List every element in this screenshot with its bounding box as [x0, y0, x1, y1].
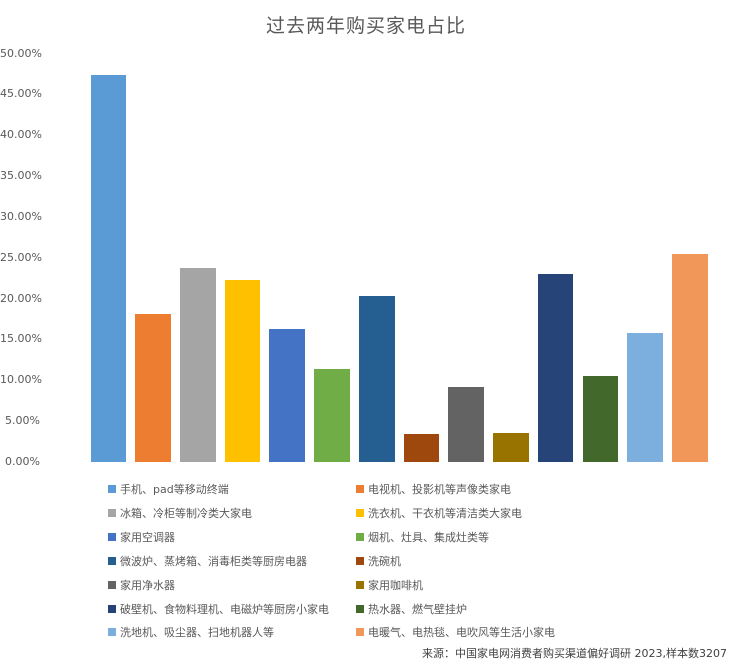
- legend-item: 洗衣机、干衣机等清洁类大家电: [356, 501, 522, 525]
- legend-item: 冰箱、冷柜等制冷类大家电: [108, 501, 252, 525]
- legend-label: 家用净水器: [120, 578, 175, 592]
- legend-swatch-icon: [108, 604, 116, 613]
- source-note: 来源：中国家电网消费者购买渠道偏好调研 2023,样本数3207: [422, 647, 727, 660]
- legend-label: 洗衣机、干衣机等清洁类大家电: [368, 506, 522, 520]
- bar-9: [448, 386, 484, 462]
- bar-1: [90, 74, 127, 462]
- legend-item: 家用咖啡机: [356, 573, 423, 597]
- legend-item: 破壁机、食物料理机、电磁炉等厨房小家电: [108, 597, 329, 621]
- legend-item: 家用空调器: [108, 525, 175, 549]
- legend-item: 烟机、灶具、集成灶类等: [356, 525, 489, 549]
- chart-title: 过去两年购买家电占比: [265, 15, 466, 37]
- legend-swatch-icon: [108, 532, 116, 541]
- legend-item: 家用净水器: [108, 573, 175, 597]
- legend-swatch-icon: [356, 556, 364, 565]
- legend-label: 手机、pad等移动终端: [120, 483, 229, 496]
- bar-5: [269, 328, 306, 462]
- legend-item: 洗地机、吸尘器、扫地机器人等: [108, 620, 274, 644]
- bar-8: [403, 434, 440, 462]
- legend-label: 热水器、燃气壁挂炉: [368, 602, 467, 616]
- legend-item: 微波炉、蒸烤箱、消毒柜类等厨房电器: [108, 549, 307, 573]
- legend-label: 电视机、投影机等声像类家电: [368, 483, 511, 496]
- legend-label: 电暖气、电热毯、电吹风等生活小家电: [368, 626, 555, 640]
- legend-swatch-icon: [108, 580, 116, 589]
- y-axis-tick-label: 50.00%: [0, 46, 42, 60]
- legend-label: 家用空调器: [120, 530, 175, 544]
- y-axis-tick-label: 5.00%: [5, 414, 40, 428]
- legend-item: 热水器、燃气壁挂炉: [356, 597, 467, 621]
- y-axis-tick-label: 20.00%: [0, 291, 42, 305]
- legend-swatch-icon: [356, 485, 364, 493]
- legend-swatch-icon: [356, 580, 364, 589]
- y-axis-tick-label: 45.00%: [0, 87, 42, 101]
- y-axis-tick-label: 40.00%: [0, 128, 42, 142]
- legend-label: 洗碗机: [368, 554, 401, 568]
- legend-label: 冰箱、冷柜等制冷类大家电: [120, 506, 252, 520]
- y-axis-tick-label: 25.00%: [0, 250, 42, 264]
- y-axis-tick-label: 0.00%: [5, 455, 40, 468]
- bar-10: [493, 433, 529, 462]
- legend-swatch-icon: [108, 556, 116, 565]
- bar-12: [582, 376, 619, 462]
- legend-swatch-icon: [108, 508, 116, 517]
- y-axis-tick-label: 35.00%: [0, 169, 42, 183]
- bar-11: [537, 274, 574, 462]
- legend-swatch-icon: [356, 628, 364, 637]
- bar-14: [671, 253, 708, 462]
- y-axis-tick-label: 15.00%: [0, 332, 42, 346]
- legend-item: 电视机、投影机等声像类家电: [356, 477, 511, 501]
- legend-swatch-icon: [356, 604, 364, 613]
- legend-label: 破壁机、食物料理机、电磁炉等厨房小家电: [120, 602, 329, 616]
- legend-label: 微波炉、蒸烤箱、消毒柜类等厨房电器: [120, 554, 307, 568]
- legend-item: 手机、pad等移动终端: [108, 477, 229, 501]
- legend-swatch-icon: [356, 508, 364, 517]
- legend-item: 洗碗机: [356, 549, 401, 573]
- legend-label: 烟机、灶具、集成灶类等: [368, 530, 489, 544]
- legend-item: 电暖气、电热毯、电吹风等生活小家电: [356, 620, 555, 644]
- bar-13: [627, 332, 663, 462]
- bar-3: [180, 267, 216, 462]
- bar-7: [358, 296, 395, 462]
- legend-swatch-icon: [108, 628, 116, 637]
- legend-label: 洗地机、吸尘器、扫地机器人等: [120, 626, 274, 640]
- legend-swatch-icon: [356, 532, 364, 541]
- legend-swatch-icon: [108, 485, 116, 493]
- y-axis-tick-label: 10.00%: [0, 373, 42, 387]
- bar-6: [314, 368, 350, 462]
- bar-2: [135, 314, 171, 462]
- legend-label: 家用咖啡机: [368, 578, 423, 592]
- y-axis-tick-label: 30.00%: [0, 209, 42, 223]
- bar-4: [224, 279, 261, 462]
